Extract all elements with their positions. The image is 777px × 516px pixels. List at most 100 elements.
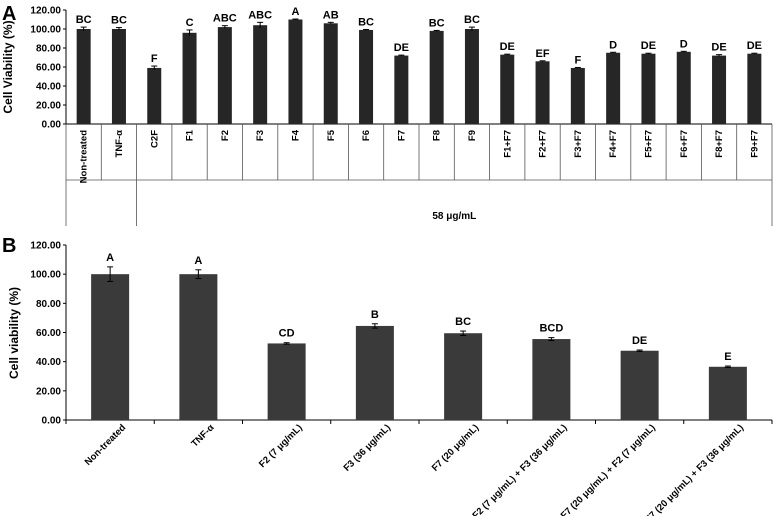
bar xyxy=(747,53,762,125)
x-tick-label: F6 xyxy=(361,130,372,141)
bar xyxy=(570,67,585,124)
bar xyxy=(359,29,374,125)
bar xyxy=(394,55,409,124)
bar xyxy=(217,27,232,125)
significance-label: CD xyxy=(279,328,295,340)
panel-a-chart: A Cell Viability (%) 0.00 20.00 40.00 60.00 80… xyxy=(1,3,773,226)
x-tick-label: TNF-α xyxy=(189,422,216,449)
significance-label: F xyxy=(151,53,158,65)
significance-label: DE xyxy=(711,42,726,54)
x-tick-label: F5 xyxy=(326,129,337,141)
x-tick-label: TNF-α xyxy=(114,130,125,158)
y-axis-label: Cell Viability (%) xyxy=(1,20,15,113)
bar xyxy=(182,32,197,124)
significance-label: C xyxy=(186,17,194,29)
significance-label: DE xyxy=(394,42,409,54)
x-tick-label: F2 (7 μg/mL) xyxy=(257,422,305,470)
y-tick-label: 40.00 xyxy=(36,357,61,368)
significance-label: EF xyxy=(536,48,550,60)
group-label: 58 μg/mL xyxy=(432,211,476,222)
bar xyxy=(111,29,126,124)
x-tick-label: F7 (20 μg/mL) + F3 (36 μg/mL) xyxy=(643,422,746,516)
bar xyxy=(76,29,91,124)
bar xyxy=(253,25,268,125)
x-tick-label: F3 (36 μg/mL) xyxy=(342,422,393,473)
significance-label: A xyxy=(194,255,202,267)
y-tick-label: 40.00 xyxy=(36,82,61,93)
y-tick-label: 120.00 xyxy=(30,241,61,252)
bar xyxy=(444,333,483,420)
y-tick-label: 80.00 xyxy=(36,44,61,55)
x-tick-label: F5+F7 xyxy=(643,130,654,158)
x-tick-label: F3 xyxy=(255,130,266,141)
significance-label: BC xyxy=(429,17,445,29)
significance-label: E xyxy=(724,351,731,363)
bar xyxy=(532,339,571,420)
bar xyxy=(355,325,394,420)
y-tick-label: 60.00 xyxy=(36,328,61,339)
bar xyxy=(606,52,621,124)
bar xyxy=(535,61,550,124)
significance-label: A xyxy=(291,6,299,18)
panel-b-chart: B Cell viability (%) 0.00 20.00 40.00 60.00 80… xyxy=(2,235,773,516)
x-tick-label: F4+F7 xyxy=(608,130,619,158)
bar xyxy=(147,67,162,124)
significance-label: DE xyxy=(500,41,515,53)
significance-label: BC xyxy=(455,316,471,328)
x-tick-label: F4 xyxy=(290,129,301,141)
x-tick-label: F2 xyxy=(220,130,231,141)
y-tick-label: 20.00 xyxy=(36,101,61,112)
significance-label: ABC xyxy=(213,13,237,25)
bar xyxy=(500,54,515,124)
y-tick-label: 0.00 xyxy=(42,416,62,427)
significance-label: A xyxy=(106,252,114,264)
x-tick-label: C2F xyxy=(149,130,160,148)
significance-label: D xyxy=(609,39,617,51)
bar xyxy=(708,366,747,420)
significance-label: BCD xyxy=(539,323,563,335)
y-tick-label: 120.00 xyxy=(30,6,61,17)
bar xyxy=(429,30,444,124)
significance-label: BC xyxy=(111,15,127,27)
bar xyxy=(288,19,303,124)
bar xyxy=(676,51,691,124)
significance-label: D xyxy=(680,38,688,50)
x-tick-label: F3+F7 xyxy=(573,130,584,158)
x-tick-label: F7 (20 μg/mL) xyxy=(430,422,481,473)
significance-label: BC xyxy=(464,14,480,26)
significance-label: BC xyxy=(76,14,92,26)
significance-label: DE xyxy=(641,40,656,52)
y-tick-label: 20.00 xyxy=(36,386,61,397)
bar xyxy=(620,350,659,420)
x-tick-label: F1+F7 xyxy=(502,130,513,158)
significance-label: F xyxy=(574,54,581,66)
bar xyxy=(267,343,306,420)
y-tick-label: 60.00 xyxy=(36,63,61,74)
significance-label: DE xyxy=(747,40,762,52)
significance-label: AB xyxy=(323,9,339,21)
x-tick-label: F7 xyxy=(396,130,407,141)
x-tick-label: F8+F7 xyxy=(714,130,725,158)
x-tick-label: F9 xyxy=(467,130,478,141)
y-tick-label: 100.00 xyxy=(30,270,61,281)
significance-label: BC xyxy=(358,16,374,28)
x-tick-label: F1 xyxy=(185,129,196,141)
y-tick-label: 0.00 xyxy=(42,120,62,131)
x-tick-label: Non-treated xyxy=(83,422,129,468)
y-tick-label: 80.00 xyxy=(36,299,61,310)
y-axis-label: Cell viability (%) xyxy=(7,287,21,379)
x-tick-label: F9+F7 xyxy=(749,130,760,158)
bar xyxy=(179,274,218,420)
x-tick-label: F7 (20 μg/mL) + F2 (7 μg/mL) xyxy=(559,422,658,516)
x-tick-label: Non-treated xyxy=(79,130,90,184)
significance-label: B xyxy=(371,309,379,321)
x-tick-label: F8 xyxy=(432,130,443,141)
x-tick-label: F2 (7 μg/mL) + F3 (36 μg/mL) xyxy=(470,422,569,516)
x-tick-label: F2+F7 xyxy=(538,130,549,158)
significance-label: DE xyxy=(632,335,647,347)
bar xyxy=(323,23,338,124)
panel-b-letter: B xyxy=(2,235,16,257)
bar xyxy=(641,53,656,125)
significance-label: ABC xyxy=(248,9,272,21)
